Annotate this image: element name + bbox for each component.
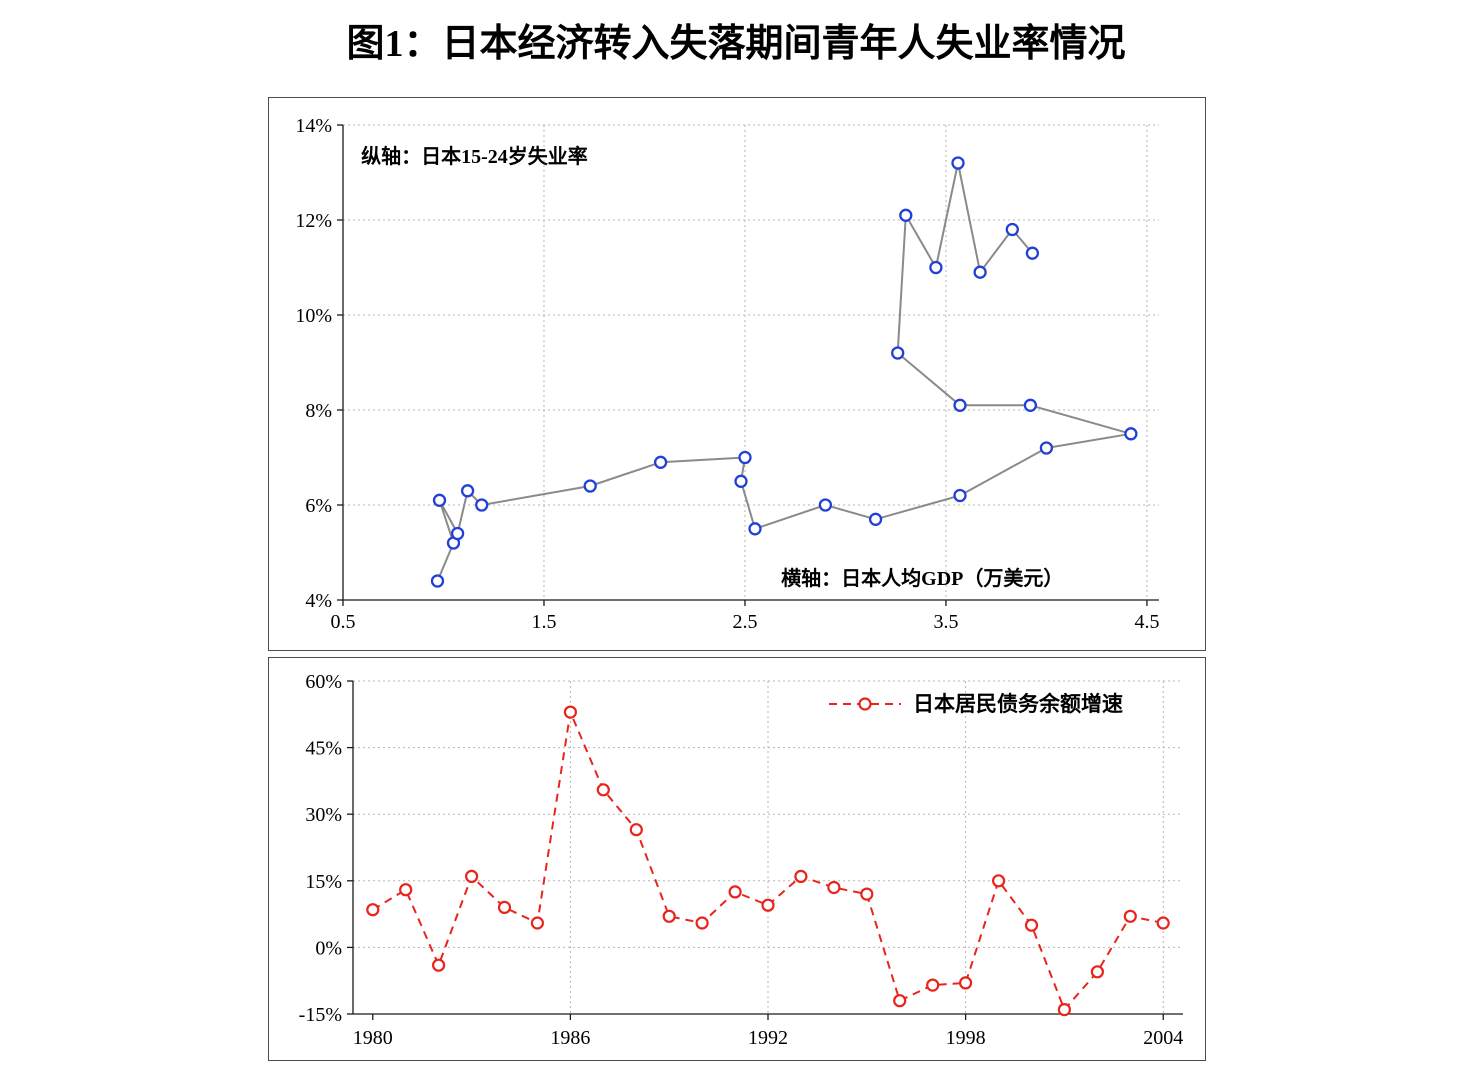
data-point (399, 883, 413, 897)
x-axis-note: 横轴：日本人均GDP（万美元） (781, 566, 1063, 590)
gridlines (353, 680, 1183, 1014)
data-point (738, 450, 752, 465)
y-tick-label: 30% (305, 804, 342, 826)
data-point (1090, 965, 1105, 979)
axes (347, 680, 1183, 1020)
y-tick-label: 4% (305, 590, 332, 612)
data-point (366, 903, 380, 917)
y-tick-label: 14% (295, 115, 332, 137)
data-line (436, 162, 1132, 582)
data-point (596, 783, 610, 797)
unemployment-gdp-chart: 4% 6% 8% 10% 12% 14% 0.5 1.5 2.5 3.5 4.5 纵轴：日本15-24… (295, 115, 1159, 633)
data-point (748, 522, 762, 536)
x-tick-label: 2004 (1143, 1027, 1183, 1049)
axes (337, 124, 1159, 606)
data-point (818, 498, 833, 512)
x-tick-label: 2.5 (732, 611, 757, 633)
data-point (926, 978, 940, 992)
data-point (973, 265, 987, 279)
scatter-chart-panel: 4% 6% 8% 10% 12% 14% 0.5 1.5 2.5 3.5 4.5 纵轴：日本15-24… (268, 97, 1206, 651)
data-point (1039, 441, 1054, 455)
data-point (475, 498, 489, 512)
legend-marker (858, 697, 872, 711)
y-tick-label: 45% (305, 738, 342, 760)
x-tick-label: 1998 (946, 1027, 986, 1049)
x-tick-label: 1992 (748, 1027, 788, 1049)
data-point (1005, 222, 1019, 237)
x-tick-label: 1986 (550, 1027, 590, 1049)
data-point (430, 574, 445, 588)
data-point (1124, 427, 1138, 441)
data-point (530, 916, 544, 930)
data-points (430, 156, 1138, 588)
x-tick-label: 0.5 (331, 611, 356, 633)
data-point (450, 526, 465, 541)
y-axis-note: 纵轴：日本15-24岁失业率 (361, 144, 588, 168)
y-tick-label: 12% (295, 210, 332, 232)
data-point (1057, 1003, 1072, 1017)
legend: 日本居民债务余额增速 (829, 692, 1123, 716)
household-debt-chart: 60% 45% 30% 15% 0% -15% 1980 1986 1992 1998 2004 日本… (299, 671, 1184, 1049)
data-point (951, 156, 965, 170)
data-point (794, 869, 808, 883)
data-point (958, 976, 973, 990)
data-point (734, 474, 748, 488)
y-tick-label: -15% (299, 1004, 342, 1026)
data-point (1024, 918, 1039, 932)
data-point (891, 346, 905, 360)
data-point (953, 398, 967, 412)
data-points (366, 705, 1170, 1017)
data-point (1025, 246, 1040, 260)
x-tick-label: 3.5 (933, 611, 958, 633)
data-point (728, 885, 742, 899)
gridlines (343, 124, 1159, 600)
data-point (460, 484, 475, 498)
x-tick-label: 1980 (353, 1027, 393, 1049)
data-point (1156, 916, 1170, 930)
y-tick-label: 0% (315, 937, 342, 959)
y-tick-label: 15% (305, 871, 342, 893)
data-point (583, 479, 597, 493)
y-tick-label: 8% (305, 400, 332, 422)
data-point (695, 916, 709, 930)
data-point (868, 512, 883, 526)
line-chart-panel: 60% 45% 30% 15% 0% -15% 1980 1986 1992 1998 2004 日本… (268, 657, 1206, 1061)
page-title: 图1：日本经济转入失落期间青年人失业率情况 (346, 23, 1126, 65)
data-point (629, 823, 643, 837)
data-point (899, 208, 913, 222)
data-point (653, 455, 668, 469)
x-tick-label: 1.5 (531, 611, 556, 633)
y-tick-label: 10% (295, 305, 332, 327)
legend-label: 日本居民债务余额增速 (913, 692, 1123, 716)
x-tick-label: 4.5 (1134, 611, 1159, 633)
data-point (761, 898, 775, 912)
data-point (827, 880, 841, 895)
y-tick-label: 6% (305, 495, 332, 517)
data-point (893, 994, 907, 1008)
data-point (953, 488, 967, 503)
data-point (563, 705, 577, 719)
y-tick-label: 60% (305, 671, 342, 693)
data-point (1023, 398, 1038, 412)
data-point (860, 887, 874, 901)
data-point (1123, 909, 1137, 923)
data-point (497, 900, 512, 914)
data-point (465, 869, 479, 883)
data-point (432, 958, 446, 972)
data-point (991, 874, 1006, 888)
data-point (929, 260, 943, 275)
data-point (432, 493, 447, 507)
data-point (662, 909, 676, 923)
